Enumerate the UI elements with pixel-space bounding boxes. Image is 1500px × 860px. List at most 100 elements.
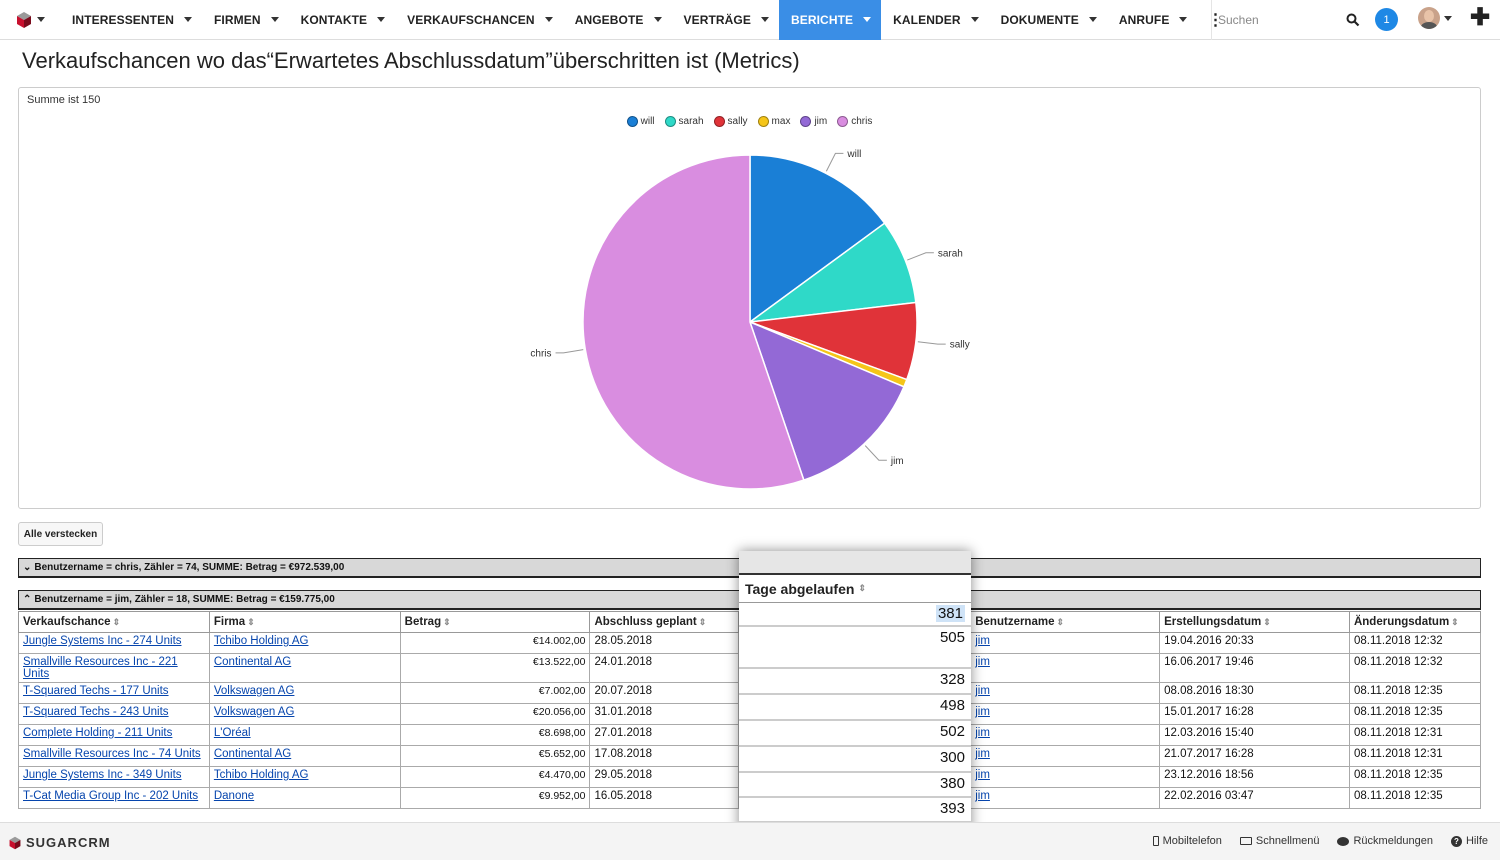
column-header[interactable]: Benutzername ⇕ (970, 611, 1161, 633)
name-link[interactable]: T-Squared Techs - 177 Units (23, 685, 169, 697)
legend-item[interactable]: will (626, 116, 655, 127)
tab-label: ANGEBOTE (574, 12, 644, 27)
name-link[interactable]: T-Cat Media Group Inc - 202 Units (23, 790, 199, 802)
cell-user: jim (970, 632, 1161, 654)
cell-abschluss: 17.08.2018 (589, 745, 740, 767)
name-link[interactable]: Complete Holding - 211 Units (23, 727, 173, 739)
user-link[interactable]: jim (975, 685, 990, 697)
tab-interessenten[interactable]: INTERESSENTEN (60, 0, 202, 40)
pie-slice-will[interactable] (749, 154, 886, 324)
firma-link[interactable]: Tchibo Holding AG (213, 635, 309, 647)
search-icon[interactable] (1346, 13, 1360, 27)
user-link[interactable]: jim (975, 769, 990, 781)
column-header[interactable]: Änderungsdatum ⇕ (1348, 611, 1482, 633)
search-input[interactable] (1218, 13, 1338, 27)
days-overdue-value: 505 (939, 629, 965, 646)
tab-kalender[interactable]: KALENDER (881, 0, 988, 40)
name-link[interactable]: T-Squared Techs - 243 Units (23, 706, 169, 718)
tab-firmen[interactable]: FIRMEN (202, 0, 289, 40)
firma-link[interactable]: Volkswagen AG (213, 685, 295, 697)
column-header[interactable]: Betrag ⇕ (399, 611, 591, 633)
chevron-down-icon[interactable] (653, 17, 662, 22)
cell-erstellt: 22.02.2016 03:47 (1159, 787, 1350, 809)
geaendert-value: 08.11.2018 12:31 (1353, 727, 1443, 739)
firma-link[interactable]: L'Oréal (213, 727, 251, 739)
cell-betrag: €13.522,00 (399, 653, 591, 683)
cell-name: Complete Holding - 211 Units (18, 724, 210, 746)
chevron-down-icon[interactable] (970, 17, 979, 22)
name-link[interactable]: Jungle Systems Inc - 349 Units (23, 769, 182, 781)
cell-firma: Continental AG (208, 653, 401, 683)
chevron-down-icon[interactable] (863, 17, 872, 22)
abschluss-value: 28.05.2018 (594, 635, 653, 647)
quick-create-plus-icon[interactable]: ✚ (1470, 4, 1491, 31)
tab-dokumente[interactable]: DOKUMENTE (989, 0, 1107, 40)
firma-link[interactable]: Continental AG (213, 748, 292, 760)
column-header[interactable]: Erstellungsdatum ⇕ (1159, 611, 1350, 633)
footer-link-shortcuts[interactable]: Schnellmenü (1239, 835, 1319, 847)
zoom-column-header[interactable]: Tage abgelaufen ⇕ (739, 575, 971, 603)
column-header[interactable]: Verkaufschance ⇕ (18, 611, 210, 633)
cell-user: jim (970, 724, 1161, 746)
user-link[interactable]: jim (975, 706, 990, 718)
user-link[interactable]: jim (975, 635, 990, 647)
user-link[interactable]: jim (975, 790, 990, 802)
user-link[interactable]: jim (975, 727, 990, 739)
geaendert-value: 08.11.2018 12:32 (1353, 635, 1443, 647)
cell-erstellt: 16.06.2017 19:46 (1159, 653, 1350, 683)
tab-verkaufschancen[interactable]: VERKAUFSCHANCEN (395, 0, 563, 40)
pie-slice-jim[interactable] (748, 320, 905, 482)
pie-slice-chris[interactable] (582, 154, 805, 490)
name-link[interactable]: Smallville Resources Inc - 74 Units (23, 748, 201, 760)
column-header-label: Betrag (404, 616, 442, 628)
legend-item[interactable]: sarah (664, 116, 704, 127)
page-title: Verkaufschancen wo das“Erwartetes Abschl… (22, 48, 800, 73)
chevron-down-icon[interactable] (377, 17, 386, 22)
tab-angebote[interactable]: ANGEBOTE (563, 0, 672, 40)
zoom-value-row: 498 (739, 695, 971, 721)
footer: SUGARCRM Mobiltelefon Schnellmenü Rückme… (0, 822, 1500, 860)
chevron-down-icon[interactable] (1088, 17, 1097, 22)
hide-all-button[interactable]: Alle verstecken (18, 522, 103, 546)
chevron-down-icon[interactable] (544, 17, 553, 22)
legend-item[interactable]: chris (837, 116, 872, 127)
chevron-down-icon[interactable] (1179, 17, 1188, 22)
legend-item[interactable]: max (757, 116, 790, 127)
tab-verträge[interactable]: VERTRÄGE (672, 0, 779, 40)
cell-name: Smallville Resources Inc - 221 Units (18, 653, 210, 683)
user-link[interactable]: jim (975, 748, 990, 760)
cell-betrag: €8.698,00 (399, 724, 591, 746)
cell-firma: Volkswagen AG (208, 682, 401, 704)
column-header[interactable]: Firma ⇕ (208, 611, 401, 633)
cell-user: jim (970, 787, 1161, 809)
chevron-down-icon[interactable] (760, 17, 769, 22)
geaendert-value: 08.11.2018 12:35 (1353, 685, 1443, 697)
user-menu[interactable] (1418, 7, 1452, 29)
cell-firma: Danone (208, 787, 401, 809)
name-link[interactable]: Jungle Systems Inc - 274 Units (23, 635, 182, 647)
chevron-down-icon[interactable] (183, 17, 192, 22)
footer-link-mobile[interactable]: Mobiltelefon (1152, 835, 1222, 847)
sort-icon: ⇕ (1056, 617, 1065, 627)
firma-link[interactable]: Continental AG (213, 656, 292, 668)
firma-link[interactable]: Tchibo Holding AG (213, 769, 309, 781)
zoom-magnifier: Tage abgelaufen ⇕ 381 505 328 498 502 300 380 3… (739, 551, 971, 834)
footer-link-feedback[interactable]: Rückmeldungen (1337, 835, 1433, 847)
firma-link[interactable]: Danone (213, 790, 255, 802)
tab-anrufe[interactable]: ANRUFE (1107, 0, 1198, 40)
notification-badge[interactable]: 1 (1375, 8, 1398, 31)
firma-link[interactable]: Volkswagen AG (213, 706, 295, 718)
zoom-value-row: 502 (739, 721, 971, 747)
tab-kontakte[interactable]: KONTAKTE (289, 0, 396, 40)
tab-berichte[interactable]: BERICHTE (778, 0, 882, 40)
chart-title: Summe ist 150 (27, 94, 101, 106)
column-header[interactable]: Abschluss geplant ⇕ (589, 611, 740, 633)
chevron-down-icon[interactable] (270, 17, 279, 22)
geaendert-value: 08.11.2018 12:32 (1353, 656, 1443, 668)
legend-item[interactable]: sally (713, 116, 748, 127)
app-logo-menu[interactable] (0, 0, 60, 40)
footer-link-help[interactable]: ? Hilfe (1450, 835, 1488, 847)
user-link[interactable]: jim (975, 656, 990, 668)
legend-item[interactable]: jim (800, 116, 827, 127)
name-link[interactable]: Smallville Resources Inc - 221 Units (23, 656, 178, 680)
